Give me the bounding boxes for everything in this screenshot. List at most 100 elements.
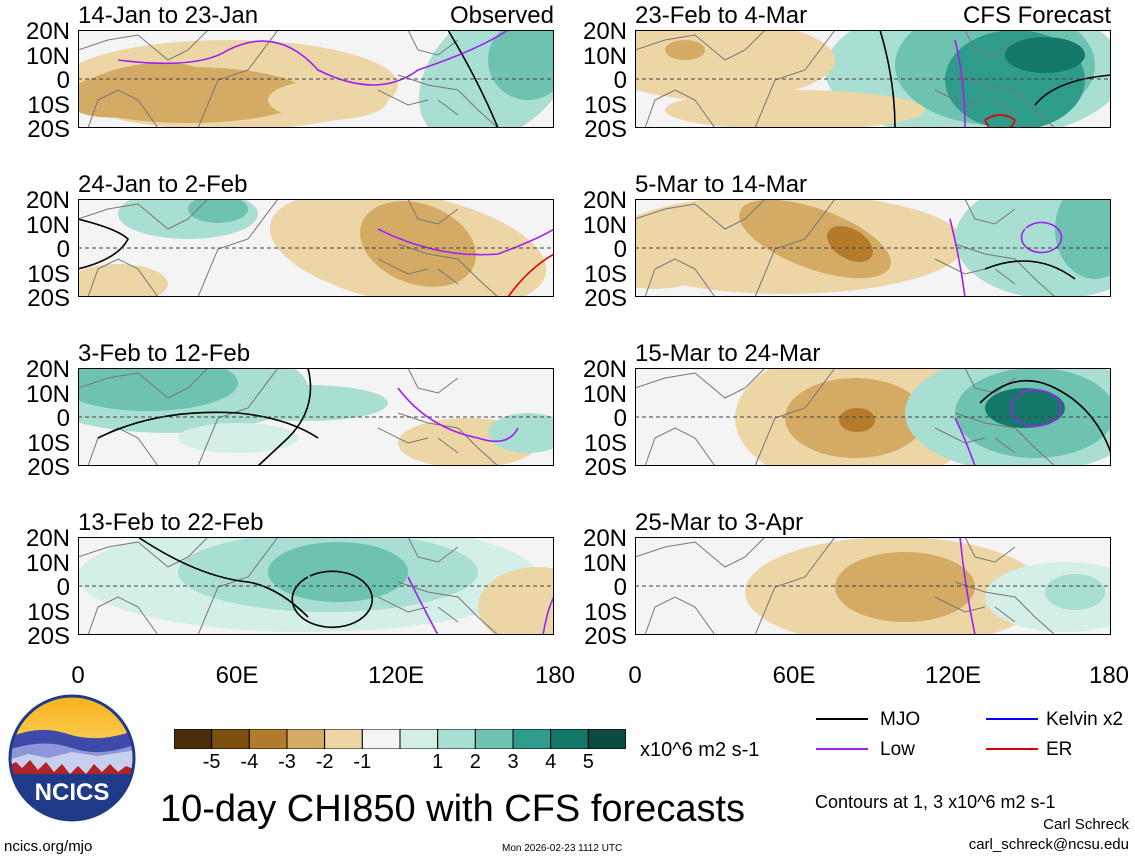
anomaly-region bbox=[827, 225, 873, 263]
colorbar-tick-label: 1 bbox=[432, 751, 444, 773]
legend-label-mjo: MJO bbox=[880, 709, 921, 730]
colorbar-swatch bbox=[324, 728, 363, 750]
contour-line bbox=[78, 218, 129, 270]
colorbar-tick-label: 5 bbox=[582, 751, 594, 773]
panel-source-label: CFS Forecast bbox=[962, 2, 1111, 29]
panel-map bbox=[78, 368, 554, 466]
contour-line bbox=[507, 253, 554, 297]
y-tick-label: 20N bbox=[582, 356, 627, 383]
y-tick-label: 10S bbox=[27, 91, 70, 119]
colorbar-tick-label: -4 bbox=[240, 751, 259, 773]
coastline bbox=[635, 30, 1056, 128]
chart-title: 10-day CHI850 with CFS forecasts bbox=[160, 788, 746, 830]
panel-title: 25-Mar to 3-Apr bbox=[635, 509, 804, 536]
y-tick-label: 0 bbox=[56, 67, 70, 94]
x-tick-label: 120E bbox=[367, 662, 425, 689]
y-tick-label: 10N bbox=[582, 549, 627, 577]
legend-label-low: Low bbox=[880, 739, 915, 760]
y-tick-label: 20N bbox=[25, 187, 70, 214]
colorbar-swatch bbox=[399, 728, 439, 750]
colorbar-swatch bbox=[248, 728, 288, 750]
colorbar-units: x10^6 m2 s-1 bbox=[640, 739, 760, 761]
y-tick-label: 10N bbox=[582, 211, 627, 239]
anomaly-region bbox=[985, 388, 1065, 428]
coastline bbox=[635, 199, 1056, 297]
contour-line bbox=[879, 30, 896, 128]
colorbar-swatch bbox=[286, 728, 326, 750]
y-tick-label: 10S bbox=[584, 91, 627, 119]
contour-line bbox=[983, 114, 1016, 128]
colorbar-swatch bbox=[587, 728, 627, 750]
colorbar-tick-label: -1 bbox=[353, 751, 372, 773]
x-tick-label: 0 bbox=[71, 662, 85, 689]
coastline bbox=[78, 30, 499, 128]
colorbar-tick-label: -5 bbox=[202, 751, 221, 773]
contour-line bbox=[291, 570, 374, 629]
panel-title: 13-Feb to 22-Feb bbox=[78, 509, 264, 536]
contour-line bbox=[137, 537, 309, 618]
anomaly-region bbox=[78, 264, 168, 297]
y-tick-label: 20S bbox=[27, 623, 70, 650]
y-tick-label: 10N bbox=[582, 380, 627, 408]
ncics-logo: NCICS bbox=[8, 694, 136, 822]
colorbar-swatch bbox=[361, 728, 401, 750]
colorbar-swatch bbox=[173, 728, 213, 750]
y-tick-label: 0 bbox=[613, 405, 627, 432]
anomaly-region bbox=[839, 408, 875, 432]
y-tick-label: 10N bbox=[25, 42, 70, 70]
y-tick-label: 0 bbox=[613, 67, 627, 94]
y-tick-label: 20S bbox=[584, 623, 627, 650]
colorbar-tick-label: 4 bbox=[545, 751, 557, 773]
coastline bbox=[635, 368, 1056, 466]
panel-title: 15-Mar to 24-Mar bbox=[635, 340, 821, 367]
colorbar-swatch bbox=[550, 728, 589, 750]
author-email: carl_schreck@ncsu.edu bbox=[968, 836, 1129, 853]
y-tick-label: 10S bbox=[27, 260, 70, 288]
y-tick-label: 10S bbox=[584, 260, 627, 288]
anomaly-region bbox=[1005, 37, 1085, 73]
colorbar-tick-label: -2 bbox=[315, 751, 334, 773]
colorbar-swatch bbox=[211, 728, 250, 750]
contour-line bbox=[984, 260, 1076, 280]
y-tick-label: 10N bbox=[582, 42, 627, 70]
colorbar-swatch bbox=[474, 728, 514, 750]
y-tick-label: 20S bbox=[584, 285, 627, 312]
y-tick-label: 10N bbox=[25, 211, 70, 239]
anomaly-region bbox=[835, 552, 975, 622]
y-tick-label: 20S bbox=[584, 116, 627, 143]
y-tick-label: 20N bbox=[582, 525, 627, 552]
contour-line bbox=[954, 39, 966, 128]
colorbar-tick-label: 2 bbox=[469, 751, 481, 773]
contour-line bbox=[1034, 74, 1111, 106]
y-tick-label: 0 bbox=[613, 574, 627, 601]
anomaly-region bbox=[665, 90, 925, 128]
y-tick-label: 20S bbox=[584, 454, 627, 481]
anomaly-region bbox=[178, 423, 298, 453]
contour-line bbox=[1010, 389, 1062, 427]
contour-line bbox=[447, 30, 499, 128]
y-tick-label: 10S bbox=[27, 598, 70, 626]
panel-map bbox=[635, 30, 1111, 128]
x-tick-label: 180 bbox=[534, 662, 576, 689]
coastline bbox=[78, 537, 499, 635]
contour-line bbox=[954, 417, 976, 466]
y-tick-label: 0 bbox=[613, 236, 627, 263]
coastline bbox=[78, 199, 499, 297]
y-tick-label: 10N bbox=[25, 549, 70, 577]
x-tick-label: 0 bbox=[628, 662, 642, 689]
y-tick-label: 20S bbox=[27, 454, 70, 481]
x-tick-label: 60E bbox=[215, 662, 259, 689]
logo-text: NCICS bbox=[35, 779, 110, 806]
anomaly-region bbox=[1055, 199, 1111, 279]
y-tick-label: 20N bbox=[25, 18, 70, 45]
source-url: ncics.org/mjo bbox=[4, 838, 93, 855]
y-tick-label: 0 bbox=[56, 405, 70, 432]
panel-title: 14-Jan to 23-Jan bbox=[78, 2, 259, 29]
y-tick-label: 20N bbox=[25, 525, 70, 552]
anomaly-region bbox=[488, 30, 554, 100]
panel-title: 3-Feb to 12-Feb bbox=[78, 340, 251, 367]
author: Carl Schreck bbox=[1043, 816, 1129, 833]
y-tick-label: 10S bbox=[27, 429, 70, 457]
anomaly-region bbox=[488, 413, 554, 453]
y-tick-label: 0 bbox=[56, 574, 70, 601]
